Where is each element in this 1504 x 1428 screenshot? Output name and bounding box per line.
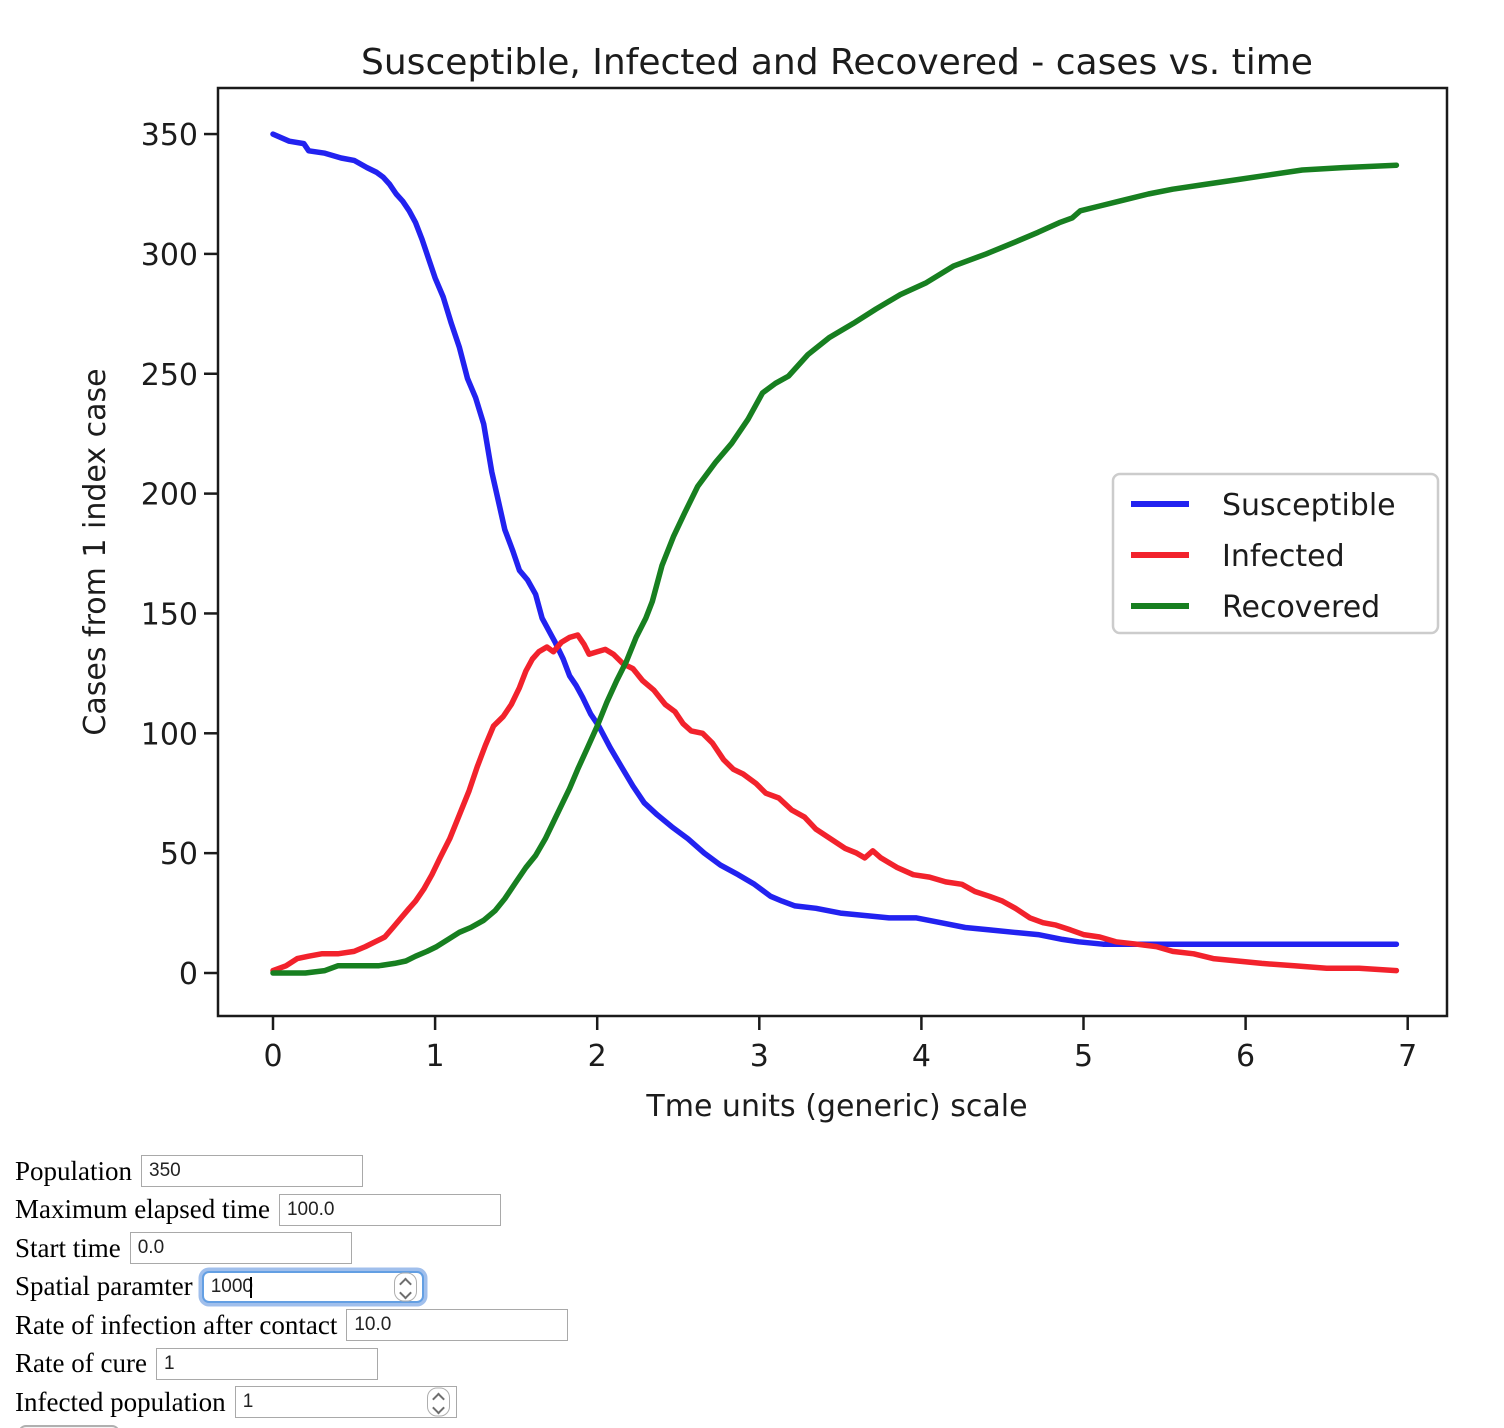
rate-of-cure-input[interactable] bbox=[155, 1347, 378, 1380]
maximum-elapsed-time-label: Maximum elapsed time bbox=[15, 1194, 270, 1225]
x-tick-label: 7 bbox=[1398, 1039, 1417, 1074]
y-tick-label: 150 bbox=[141, 597, 198, 632]
x-tick-label: 1 bbox=[426, 1039, 445, 1074]
population-input[interactable] bbox=[141, 1155, 364, 1188]
x-tick-label: 5 bbox=[1074, 1039, 1093, 1074]
form-row: Population bbox=[15, 1152, 568, 1191]
x-axis-label: Tme units (generic) scale bbox=[645, 1089, 1027, 1124]
legend: Susceptible Infected Recovered bbox=[1111, 472, 1440, 635]
y-tick-label: 100 bbox=[141, 717, 198, 752]
spatial-paramter-input-wrap bbox=[201, 1270, 424, 1303]
y-tick-label: 350 bbox=[141, 118, 198, 153]
sir-chart: Susceptible, Infected and Recovered - ca… bbox=[78, 42, 1449, 1124]
rate-of-infection-after-contact-input-wrap bbox=[346, 1309, 569, 1342]
form-row: Rate of cure bbox=[15, 1345, 568, 1384]
start-time-input-wrap bbox=[129, 1232, 352, 1265]
y-tick-label: 250 bbox=[141, 358, 198, 393]
infected-population-input-wrap bbox=[234, 1386, 457, 1419]
series-line-recovered bbox=[270, 162, 1400, 976]
start-time-input[interactable] bbox=[129, 1232, 352, 1265]
x-tick-label: 0 bbox=[263, 1039, 282, 1074]
y-tick-label: 200 bbox=[141, 478, 198, 513]
y-axis-ticks: 0 50 100 150 200 250 300 350 bbox=[141, 118, 218, 992]
start-time-label: Start time bbox=[15, 1232, 121, 1263]
number-stepper[interactable] bbox=[426, 1387, 450, 1417]
form-row: Maximum elapsed time bbox=[15, 1191, 568, 1230]
chevron-down-icon bbox=[398, 1286, 412, 1300]
y-tick-label: 300 bbox=[141, 238, 198, 273]
population-label: Population bbox=[15, 1155, 133, 1186]
chevron-down-icon bbox=[431, 1401, 445, 1415]
plot-frame bbox=[216, 86, 1449, 1018]
rate-of-cure-input-wrap bbox=[155, 1347, 378, 1380]
run-button[interactable] bbox=[18, 1424, 120, 1428]
form-row: Rate of infection after contact bbox=[15, 1306, 569, 1345]
x-tick-label: 2 bbox=[588, 1039, 607, 1074]
y-tick-label: 50 bbox=[160, 837, 198, 872]
form-row: Infected population bbox=[15, 1383, 568, 1422]
sir-figure: Susceptible, Infected and Recovered - ca… bbox=[78, 42, 1449, 1124]
legend-label-susceptible: Susceptible bbox=[1222, 488, 1396, 523]
x-tick-label: 3 bbox=[750, 1039, 769, 1074]
series-line-infected bbox=[270, 632, 1400, 974]
infected-population-label: Infected population bbox=[15, 1386, 226, 1417]
form-row: Spatial paramter bbox=[15, 1268, 568, 1307]
text-caret bbox=[249, 1276, 252, 1298]
x-tick-label: 4 bbox=[912, 1039, 931, 1074]
legend-box bbox=[1111, 472, 1440, 635]
legend-label-infected: Infected bbox=[1222, 539, 1345, 574]
rate-of-cure-label: Rate of cure bbox=[15, 1348, 147, 1379]
form-row: Start time bbox=[15, 1229, 568, 1268]
y-axis-label: Cases from 1 index case bbox=[78, 368, 113, 735]
spatial-paramter-label: Spatial paramter bbox=[15, 1271, 193, 1302]
y-tick-label: 0 bbox=[179, 957, 198, 992]
simulation-parameters-form: Population Maximum elapsed time Start time… bbox=[15, 1152, 569, 1428]
population-input-wrap bbox=[141, 1155, 364, 1188]
chart-title: Susceptible, Infected and Recovered - ca… bbox=[361, 42, 1313, 83]
x-axis-ticks: 0 1 2 3 4 5 6 7 bbox=[263, 1016, 1417, 1074]
legend-label-recovered: Recovered bbox=[1222, 590, 1380, 625]
maximum-elapsed-time-input-wrap bbox=[278, 1193, 501, 1226]
x-tick-label: 6 bbox=[1236, 1039, 1255, 1074]
infected-population-input[interactable] bbox=[234, 1386, 457, 1419]
rate-of-infection-after-contact-input[interactable] bbox=[346, 1309, 569, 1342]
maximum-elapsed-time-input[interactable] bbox=[278, 1193, 501, 1226]
spatial-paramter-input[interactable] bbox=[201, 1270, 424, 1303]
series-line-susceptible bbox=[270, 131, 1400, 947]
series-lines bbox=[270, 131, 1400, 976]
rate-of-infection-after-contact-label: Rate of infection after contact bbox=[15, 1309, 338, 1340]
number-stepper[interactable] bbox=[393, 1272, 417, 1302]
